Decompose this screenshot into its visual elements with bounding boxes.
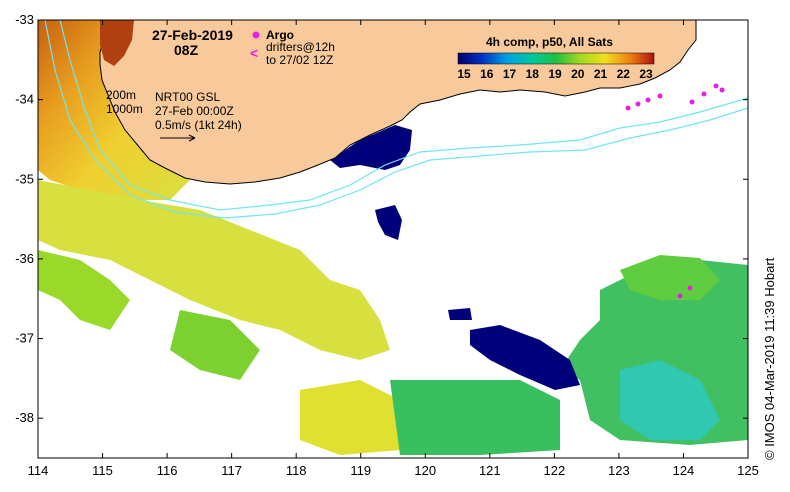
plot-frame (37, 19, 749, 459)
drifter-point (677, 293, 683, 299)
isobath-contours (44, 19, 749, 219)
sst-cold-eddy (470, 325, 580, 390)
sst-green-patch-north (620, 255, 720, 300)
x-tick-label: 124 (673, 463, 695, 478)
argo-legend-label: Argo (266, 28, 294, 42)
sst-green-south (390, 380, 560, 455)
colorbar-tick-label: 18 (526, 67, 540, 81)
drifter-point (713, 83, 719, 89)
product-time-label: 27-Feb 00:00Z (155, 104, 234, 118)
colorbar (457, 52, 655, 65)
scale-vector-arrowhead (188, 134, 196, 142)
sst-cold-shelf (330, 125, 412, 170)
x-tick-label: 114 (28, 463, 49, 478)
colorbar-title: 4h comp, p50, All Sats (486, 35, 613, 49)
title-date: 27-Feb-2019 (152, 27, 233, 43)
imos-credit: © IMOS 04-Mar-2019 11:39 Hobart (762, 257, 777, 460)
land-west-shelf-warm (100, 20, 134, 66)
scale-vector-label: 0.5m/s (1kt 24h) (155, 118, 242, 132)
colorbar-tick-label: 17 (503, 67, 517, 81)
drifter-point (645, 97, 651, 103)
sst-green-center (170, 310, 260, 380)
sst-green-west (38, 250, 130, 330)
contour-label-1000m: 1000m (106, 102, 143, 116)
x-tick-label: 125 (737, 463, 759, 478)
x-tick-label: 118 (286, 463, 307, 478)
x-tick-label: 120 (414, 463, 436, 478)
colorbar-tick-label: 20 (571, 67, 585, 81)
y-tick-label: -37 (15, 331, 34, 346)
sst-field (38, 20, 748, 455)
drifter-legend-icon: < (250, 45, 258, 61)
sst-cyan-east (620, 360, 720, 440)
drifter-point (635, 101, 641, 107)
y-tick-label: -36 (15, 251, 34, 266)
drifter-legend-line1: drifters@12h (266, 40, 335, 54)
contour-label-200m: 200m (106, 88, 136, 102)
x-tick-label: 119 (350, 463, 371, 478)
drifter-point (689, 99, 695, 105)
sst-yellow-south (300, 380, 400, 455)
colorbar-tick-labels: 15 16 17 18 19 20 21 22 23 (457, 67, 653, 81)
y-tick-label: -38 (15, 410, 34, 425)
x-tick-label: 121 (479, 463, 501, 478)
drifter-point (687, 285, 693, 291)
x-tick-label: 115 (92, 463, 113, 478)
sst-yellow-band (38, 180, 390, 360)
isobath-1000m (44, 19, 749, 219)
colorbar-tick-label: 23 (639, 67, 653, 81)
product-label: NRT00 GSL (155, 90, 220, 104)
colorbar-tick-label: 22 (617, 67, 631, 81)
y-tick-label: -34 (15, 92, 34, 107)
x-tick-label: 116 (157, 463, 178, 478)
y-tick-label: -35 (15, 171, 34, 186)
x-tick-label: 122 (544, 463, 566, 478)
drifter-point (719, 87, 725, 93)
x-tick-label: 117 (221, 463, 242, 478)
drifter-point (701, 91, 707, 97)
drifter-point (625, 105, 631, 111)
drifter-point (657, 93, 663, 99)
title-time: 08Z (174, 42, 199, 58)
x-axis-ticks: 114 115 116 117 118 119 120 121 122 123 124 125 (28, 20, 759, 478)
argo-drifter-tracks (625, 83, 725, 299)
argo-legend-icon (252, 31, 260, 39)
colorbar-tick-label: 15 (457, 67, 471, 81)
y-tick-label: -33 (15, 12, 34, 27)
sst-cold-small (375, 205, 402, 240)
colorbar-tick-label: 16 (480, 67, 494, 81)
isobath-200m (59, 19, 749, 211)
x-tick-label: 123 (608, 463, 630, 478)
drifter-legend-line2: to 27/02 12Z (266, 53, 333, 67)
colorbar-tick-label: 21 (594, 67, 608, 81)
colorbar-tick-label: 19 (548, 67, 562, 81)
sst-cold-tiny (448, 308, 472, 320)
y-axis-ticks: -33 -34 -35 -36 -37 -38 (15, 12, 748, 425)
